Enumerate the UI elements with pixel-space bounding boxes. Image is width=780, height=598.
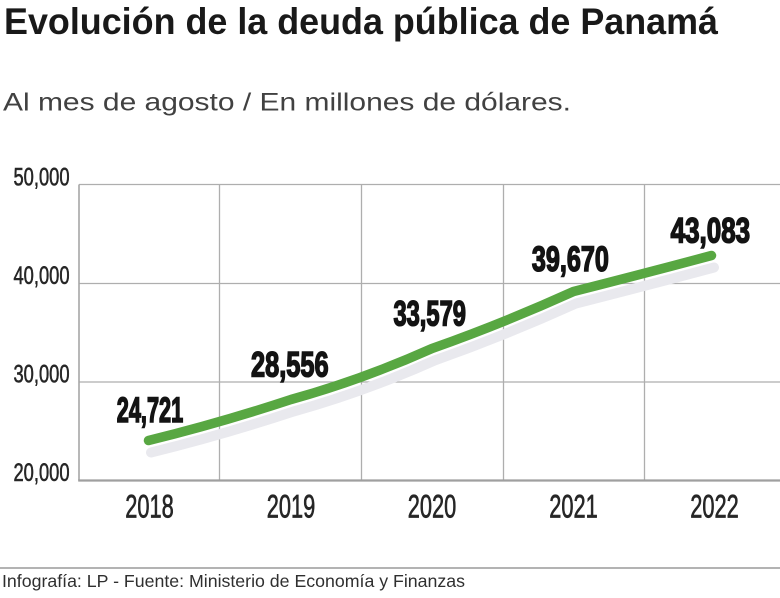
svg-text:33,579: 33,579 <box>393 294 466 333</box>
svg-text:2022: 2022 <box>690 489 739 525</box>
svg-text:20,000: 20,000 <box>14 459 70 487</box>
svg-text:Infografía: LP - Fuente: Minis: Infografía: LP - Fuente: Ministerio de E… <box>2 571 465 591</box>
svg-text:Evolución de la deuda pública: Evolución de la deuda pública de Panamá <box>4 1 719 42</box>
svg-text:Al mes de agosto / En millones: Al mes de agosto / En millones de dólare… <box>3 89 571 117</box>
svg-text:30,000: 30,000 <box>14 361 70 389</box>
svg-text:43,083: 43,083 <box>671 211 751 250</box>
svg-text:2021: 2021 <box>549 489 598 525</box>
svg-text:39,670: 39,670 <box>532 240 609 279</box>
svg-text:50,000: 50,000 <box>14 164 70 192</box>
svg-text:2018: 2018 <box>125 489 174 525</box>
svg-text:40,000: 40,000 <box>14 262 70 290</box>
svg-text:2019: 2019 <box>267 489 316 525</box>
svg-text:28,556: 28,556 <box>251 346 329 385</box>
svg-text:24,721: 24,721 <box>117 391 184 430</box>
svg-text:2020: 2020 <box>408 489 457 525</box>
